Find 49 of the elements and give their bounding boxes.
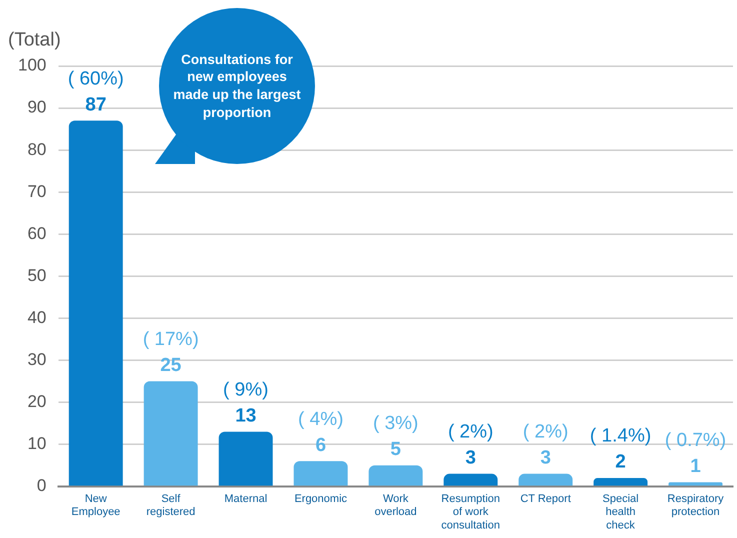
bar <box>594 478 648 486</box>
annotation: ( 3%) <box>372 413 418 434</box>
y-tick-label: 10 <box>27 434 46 454</box>
x-tick-label: Special health check <box>602 493 639 532</box>
x-tick-label: New Employee <box>71 493 120 518</box>
annotation: ( 4%) <box>298 408 344 430</box>
data-label: 87 <box>85 94 106 116</box>
y-tick-label: 70 <box>27 182 46 201</box>
bar <box>68 120 123 486</box>
data-label: 1 <box>690 456 702 477</box>
bar <box>518 474 573 486</box>
x-tick-label: Self registered <box>146 493 196 518</box>
annotation: ( 9%) <box>223 379 268 400</box>
data-label: 3 <box>540 448 551 469</box>
y-tick-label: 40 <box>27 308 46 327</box>
y-tick-label: 80 <box>27 140 46 159</box>
y-tick-label: 0 <box>36 476 46 496</box>
x-tick-label: CT Report <box>520 493 571 506</box>
x-tick-label: Resumption of work consultation <box>441 493 500 532</box>
data-label: 2 <box>615 452 626 473</box>
y-tick-label: 60 <box>27 224 46 243</box>
annotation: ( 1.4%) <box>590 426 652 447</box>
y-tick-label: 90 <box>27 98 46 117</box>
annotation: ( 0.7%) <box>664 430 726 451</box>
bar <box>668 482 723 486</box>
data-label: 5 <box>390 439 402 460</box>
bar <box>144 381 198 486</box>
bar <box>368 465 423 486</box>
annotation: Consultations for new employees made up the largest proportion <box>172 50 302 122</box>
y-tick-label: 30 <box>27 350 46 369</box>
annotation: ( 17%) <box>142 329 199 350</box>
bar <box>444 474 498 486</box>
y-axis-title: (Total) <box>8 30 61 51</box>
annotation: ( 60%) <box>68 68 124 90</box>
annotation: ( 2%) <box>522 422 568 443</box>
data-label: 25 <box>160 355 182 376</box>
y-tick-label: 20 <box>27 392 46 412</box>
x-tick-label: Maternal <box>224 493 268 506</box>
y-tick-label: 50 <box>27 266 46 285</box>
x-tick-label: Work overload <box>374 493 417 518</box>
bar <box>294 461 348 486</box>
data-label: 6 <box>315 434 326 456</box>
data-label: 3 <box>465 448 476 469</box>
x-tick-label: Ergonomic <box>294 493 348 506</box>
bar <box>218 432 273 486</box>
x-tick-label: Respiratory protection <box>667 493 724 518</box>
data-label: 13 <box>235 405 256 426</box>
annotation: ( 2%) <box>448 422 494 443</box>
y-tick-label: 100 <box>18 56 46 75</box>
